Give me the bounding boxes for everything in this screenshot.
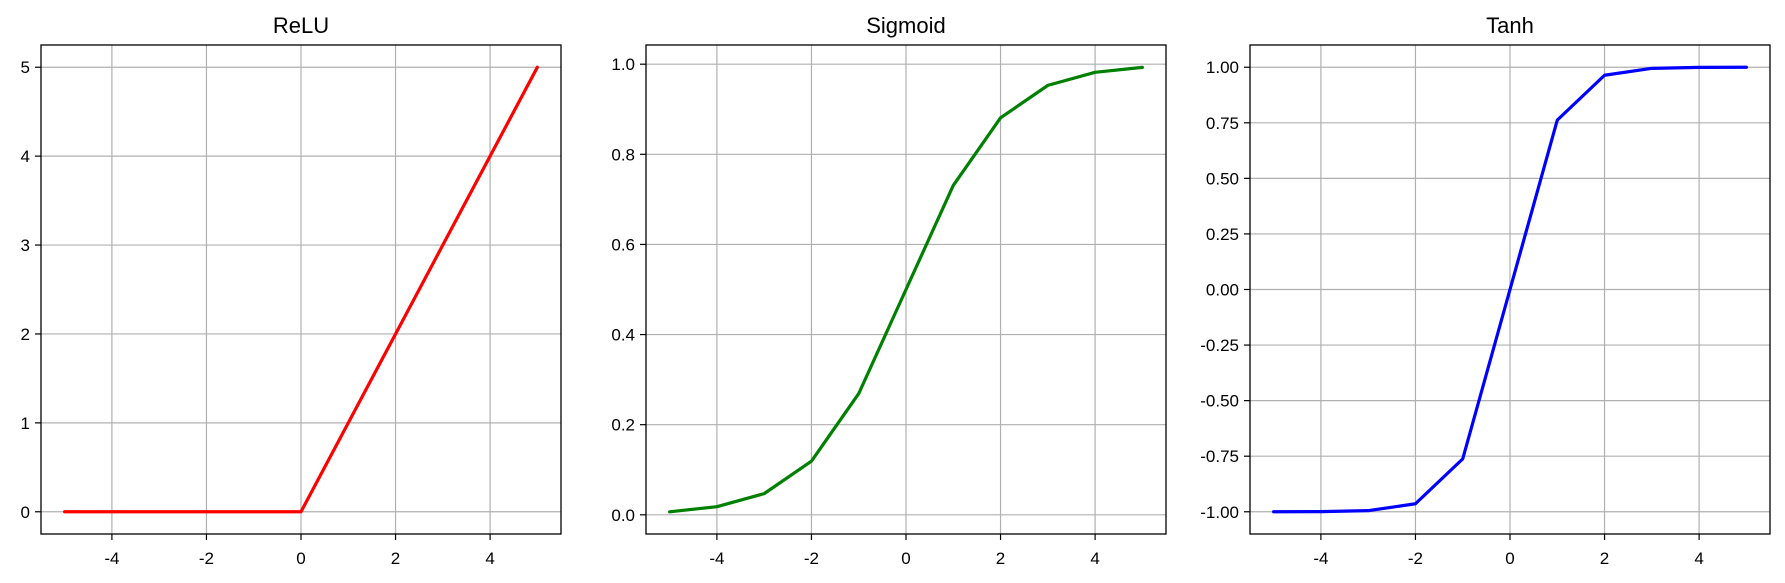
x-tick-label: 2: [391, 549, 400, 568]
x-tick-label: 0: [901, 549, 910, 568]
x-tick-label: -2: [1408, 549, 1423, 568]
y-tick-label: 0.0: [611, 506, 635, 525]
y-tick-label: 0.6: [611, 235, 635, 254]
x-tick-label: 0: [1505, 549, 1514, 568]
x-tick-label: -4: [1313, 549, 1328, 568]
y-tick-label: 0.25: [1206, 225, 1239, 244]
x-tick-label: -4: [709, 549, 724, 568]
y-tick-label: -0.25: [1200, 336, 1239, 355]
chart-panel-tanh: -4 -2 0 2 4 -1.00 -0.75 -0.50 -0.25 0.00 0.25 0.50 0…: [1200, 13, 1771, 568]
y-tick-label: 1.0: [611, 55, 635, 74]
y-tick-label: -1.00: [1200, 503, 1239, 522]
chart-title: Tanh: [1486, 13, 1534, 38]
x-tick-label: 2: [996, 549, 1005, 568]
y-tick-label: 5: [21, 58, 30, 77]
y-tick-label: 0.00: [1206, 281, 1239, 300]
x-tick-label: -2: [199, 549, 214, 568]
x-tick-label: 0: [296, 549, 305, 568]
x-tick-label: -2: [804, 549, 819, 568]
y-tick-label: 0: [21, 503, 30, 522]
y-tick-label: 0.75: [1206, 114, 1239, 133]
y-tick-label: 0.8: [611, 145, 635, 164]
chart-panel-relu: -4 -2 0 2 4 0 1 2 3 4 5 ReLU: [21, 13, 562, 568]
y-tick-label: 4: [21, 147, 30, 166]
y-tick-label: -0.75: [1200, 447, 1239, 466]
y-tick-label: 2: [21, 325, 30, 344]
y-tick-label: 0.4: [611, 326, 635, 345]
x-tick-label: 2: [1600, 549, 1609, 568]
y-tick-label: 0.2: [611, 416, 635, 435]
chart-title: ReLU: [273, 13, 329, 38]
chart-panel-sigmoid: -4 -2 0 2 4 0.0 0.2 0.4 0.6 0.8 1.0 Sigmoid: [611, 13, 1167, 568]
y-tick-label: -0.50: [1200, 392, 1239, 411]
y-tick-label: 1: [21, 414, 30, 433]
y-tick-label: 1.00: [1206, 58, 1239, 77]
y-tick-label: 3: [21, 236, 30, 255]
series-line-sigmoid: [668, 65, 1144, 514]
x-tick-label: -4: [104, 549, 119, 568]
series-line-tanh: [1272, 65, 1748, 514]
y-tick-label: 0.50: [1206, 169, 1239, 188]
x-tick-label: 4: [1694, 549, 1703, 568]
x-tick-label: 4: [1090, 549, 1099, 568]
chart-title: Sigmoid: [866, 13, 945, 38]
series-line-relu: [63, 65, 539, 514]
x-tick-label: 4: [485, 549, 494, 568]
